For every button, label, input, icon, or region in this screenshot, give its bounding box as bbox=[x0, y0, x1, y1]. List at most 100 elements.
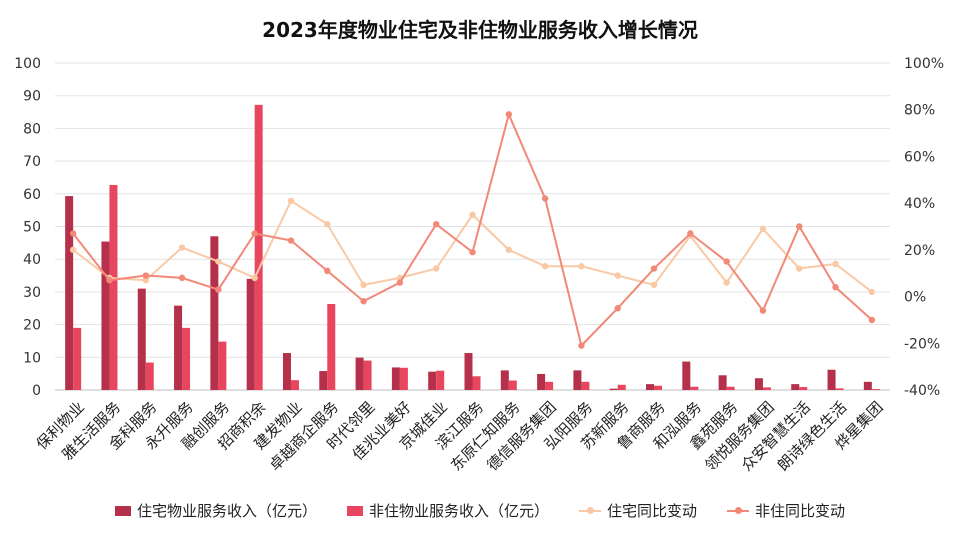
nonresidential-yoy-point bbox=[578, 342, 585, 349]
nonresidential-yoy-point bbox=[142, 272, 149, 279]
legend-swatch-nonresidential-revenue bbox=[346, 505, 363, 516]
nonresidential-revenue-bar bbox=[254, 104, 263, 390]
residential-revenue-bar bbox=[791, 384, 800, 390]
residential-revenue-bar bbox=[174, 305, 183, 390]
legend-label-nonresidential-yoy: 非住同比变动 bbox=[755, 502, 846, 520]
legend-item-nonresidential-yoy: 非住同比变动 bbox=[727, 500, 845, 521]
y-right-tick-label: -40% bbox=[904, 383, 940, 399]
legend-item-residential-yoy: 住宅同比变动 bbox=[579, 500, 697, 521]
y-left-tick-label: 30 bbox=[23, 285, 41, 301]
residential-yoy-point bbox=[287, 197, 295, 205]
y-right-tick-label: 60% bbox=[904, 149, 935, 165]
residential-revenue-bar bbox=[391, 367, 400, 390]
nonresidential-revenue-bar bbox=[109, 184, 118, 390]
residential-revenue-bar bbox=[101, 241, 110, 390]
nonresidential-revenue-bar bbox=[436, 370, 445, 390]
nonresidential-yoy-point bbox=[759, 307, 767, 314]
nonresidential-revenue-bar bbox=[726, 386, 735, 390]
nonresidential-yoy-point bbox=[432, 220, 440, 228]
nonresidential-yoy-point bbox=[178, 274, 186, 282]
residential-yoy-point bbox=[69, 246, 77, 254]
nonresidential-revenue-bar bbox=[581, 381, 590, 390]
residential-revenue-bar bbox=[137, 288, 146, 390]
residential-revenue-bar bbox=[682, 361, 691, 390]
nonresidential-revenue-bar bbox=[182, 327, 191, 390]
nonresidential-yoy-point bbox=[360, 298, 367, 305]
y-left-tick-label: 40 bbox=[23, 252, 41, 268]
nonresidential-yoy-point bbox=[614, 305, 621, 312]
residential-yoy-point bbox=[469, 211, 476, 219]
legend: 住宅物业服务收入（亿元） 非住物业服务收入（亿元） 住宅同比变动 非住同比变动 bbox=[0, 500, 960, 521]
legend-label-nonresidential-revenue: 非住物业服务收入（亿元） bbox=[368, 502, 549, 520]
legend-item-residential-revenue: 住宅物业服务收入（亿元） bbox=[114, 500, 317, 521]
legend-swatch-residential-revenue bbox=[114, 505, 131, 516]
legend-swatch-nonresidential-yoy bbox=[727, 506, 750, 514]
residential-yoy-point bbox=[251, 274, 258, 282]
residential-yoy-point bbox=[360, 281, 367, 289]
residential-yoy-point bbox=[868, 288, 876, 296]
legend-swatch-residential-yoy bbox=[579, 506, 601, 514]
y-left-tick-label: 80 bbox=[23, 121, 41, 137]
residential-revenue-bar bbox=[646, 384, 655, 390]
residential-revenue-bar bbox=[464, 353, 473, 390]
y-right-tick-label: 0% bbox=[904, 290, 926, 306]
residential-revenue-bar bbox=[246, 278, 255, 390]
nonresidential-yoy-point bbox=[69, 230, 77, 237]
residential-yoy-point bbox=[324, 220, 331, 228]
residential-revenue-bar bbox=[537, 373, 546, 390]
y-left-tick-label: 20 bbox=[23, 318, 41, 334]
residential-yoy-point bbox=[614, 272, 621, 279]
nonresidential-yoy-line bbox=[72, 111, 873, 348]
residential-revenue-bar bbox=[282, 353, 291, 390]
y-left-tick-label: 70 bbox=[23, 154, 41, 170]
residential-yoy-point bbox=[505, 246, 513, 254]
y-right-tick-label: -20% bbox=[904, 336, 940, 352]
residential-revenue-bar bbox=[573, 370, 582, 390]
legend-label-residential-revenue: 住宅物业服务收入（亿元） bbox=[136, 502, 317, 520]
nonresidential-revenue-bar bbox=[508, 380, 517, 390]
y-left-tick-label: 50 bbox=[23, 220, 41, 236]
residential-yoy-point bbox=[832, 260, 839, 268]
residential-revenue-bar bbox=[863, 381, 872, 390]
nonresidential-revenue-bar bbox=[399, 367, 408, 390]
nonresidential-yoy-point bbox=[469, 248, 476, 256]
y-right-tick-label: 80% bbox=[904, 103, 935, 119]
nonresidential-revenue-bar bbox=[617, 384, 626, 390]
y-left-tick-label: 100 bbox=[14, 56, 41, 72]
residential-yoy-point bbox=[759, 225, 767, 233]
nonresidential-revenue-bar bbox=[545, 381, 554, 390]
nonresidential-revenue-bar bbox=[871, 389, 880, 390]
residential-revenue-bar bbox=[355, 357, 364, 390]
nonresidential-yoy-point bbox=[541, 195, 549, 202]
residential-revenue-bar bbox=[210, 236, 219, 390]
nonresidential-yoy-point bbox=[723, 258, 730, 265]
nonresidential-yoy-point bbox=[796, 223, 803, 230]
nonresidential-revenue-bar bbox=[145, 362, 154, 390]
residential-yoy-point bbox=[215, 258, 222, 265]
y-left-tick-label: 90 bbox=[23, 89, 41, 105]
y-left-tick-label: 10 bbox=[23, 350, 41, 366]
nonresidential-revenue-bar bbox=[690, 386, 699, 390]
nonresidential-revenue-bar bbox=[327, 303, 336, 390]
residential-revenue-bar bbox=[428, 371, 437, 390]
legend-item-nonresidential-revenue: 非住物业服务收入（亿元） bbox=[346, 500, 549, 521]
residential-yoy-point bbox=[541, 263, 549, 270]
residential-revenue-bar bbox=[500, 370, 509, 390]
residential-yoy-point bbox=[178, 244, 186, 251]
legend-label-residential-yoy: 住宅同比变动 bbox=[607, 502, 698, 520]
nonresidential-yoy-point bbox=[287, 237, 295, 244]
y-right-tick-label: 40% bbox=[904, 196, 935, 212]
nonresidential-yoy-point bbox=[215, 286, 222, 293]
nonresidential-yoy-point bbox=[868, 316, 876, 324]
nonresidential-yoy-point bbox=[687, 230, 694, 237]
nonresidential-revenue-bar bbox=[472, 376, 481, 390]
nonresidential-yoy-point bbox=[505, 111, 513, 118]
nonresidential-yoy-point bbox=[324, 267, 331, 275]
nonresidential-revenue-bar bbox=[290, 380, 299, 390]
residential-yoy-point bbox=[723, 279, 730, 286]
nonresidential-revenue-bar bbox=[363, 360, 372, 390]
y-left-tick-label: 0 bbox=[32, 383, 41, 399]
residential-revenue-bar bbox=[609, 388, 618, 390]
residential-revenue-bar bbox=[754, 378, 763, 390]
